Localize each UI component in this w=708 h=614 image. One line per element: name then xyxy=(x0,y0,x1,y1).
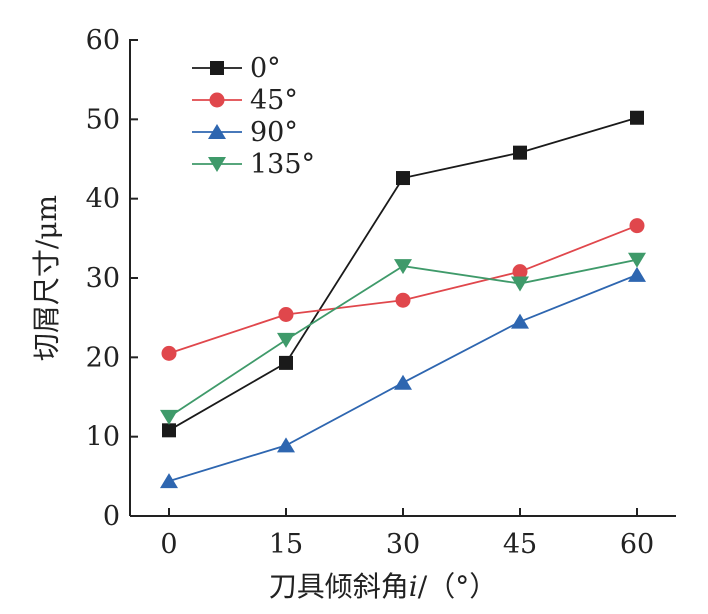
y-tick-label: 60 xyxy=(86,25,120,56)
data-point xyxy=(394,374,412,390)
data-point xyxy=(395,292,411,308)
x-axis-label-var: i xyxy=(409,570,418,603)
x-axis-label: 刀具倾斜角i/（°） xyxy=(269,570,497,603)
data-point xyxy=(277,437,295,453)
legend-label: 0° xyxy=(250,53,281,84)
legend-label: 90° xyxy=(250,117,298,148)
legend: 0°45°90°135° xyxy=(192,53,315,180)
series-line xyxy=(168,224,638,355)
data-point xyxy=(160,409,178,425)
legend-marker xyxy=(208,157,226,172)
y-tick-label: 40 xyxy=(86,184,120,215)
legend-item: 135° xyxy=(192,149,315,180)
data-point xyxy=(277,332,295,348)
legend-item: 45° xyxy=(192,85,298,116)
data-point xyxy=(513,145,527,160)
x-ticks: 0 15 30 45 60 xyxy=(160,508,654,560)
data-point xyxy=(511,276,529,292)
x-tick-label: 0 xyxy=(160,529,177,560)
data-point xyxy=(396,171,410,186)
y-tick-label: 0 xyxy=(103,501,120,532)
data-point xyxy=(394,259,412,275)
data-point xyxy=(511,313,529,329)
legend-marker xyxy=(209,92,225,108)
series-0 xyxy=(162,110,644,438)
data-point xyxy=(629,218,645,234)
data-point xyxy=(512,264,528,280)
data-point xyxy=(278,306,294,322)
legend-label: 45° xyxy=(250,85,298,116)
series-1 xyxy=(161,218,645,361)
data-point xyxy=(160,473,178,489)
legend-marker xyxy=(208,124,226,139)
series-layer xyxy=(160,110,646,489)
axes xyxy=(129,39,676,517)
legend-item: 0° xyxy=(192,53,281,84)
y-tick-label: 30 xyxy=(86,263,120,294)
legend-item: 90° xyxy=(192,117,298,148)
x-tick-label: 45 xyxy=(503,529,537,560)
y-ticks: 0 10 20 30 40 50 60 xyxy=(86,25,138,532)
data-point xyxy=(279,355,293,370)
data-point xyxy=(628,266,646,282)
y-tick-label: 50 xyxy=(86,104,120,135)
series-2 xyxy=(160,266,646,489)
y-axis-label: 切屑尺寸/μm xyxy=(30,195,63,361)
y-tick-label: 20 xyxy=(86,342,120,373)
x-tick-label: 15 xyxy=(269,529,303,560)
data-point xyxy=(628,252,646,268)
data-point xyxy=(630,110,644,125)
legend-marker xyxy=(210,61,224,75)
x-axis-label-main: 刀具倾斜角 xyxy=(269,570,409,603)
x-axis-label-unit: /（°） xyxy=(418,570,497,603)
x-tick-label: 30 xyxy=(386,529,420,560)
legend-label: 135° xyxy=(250,149,315,180)
x-tick-label: 60 xyxy=(620,529,654,560)
series-line xyxy=(168,258,638,418)
data-point xyxy=(162,423,176,438)
y-tick-label: 10 xyxy=(86,422,120,453)
series-3 xyxy=(160,252,646,425)
data-point xyxy=(161,345,177,361)
